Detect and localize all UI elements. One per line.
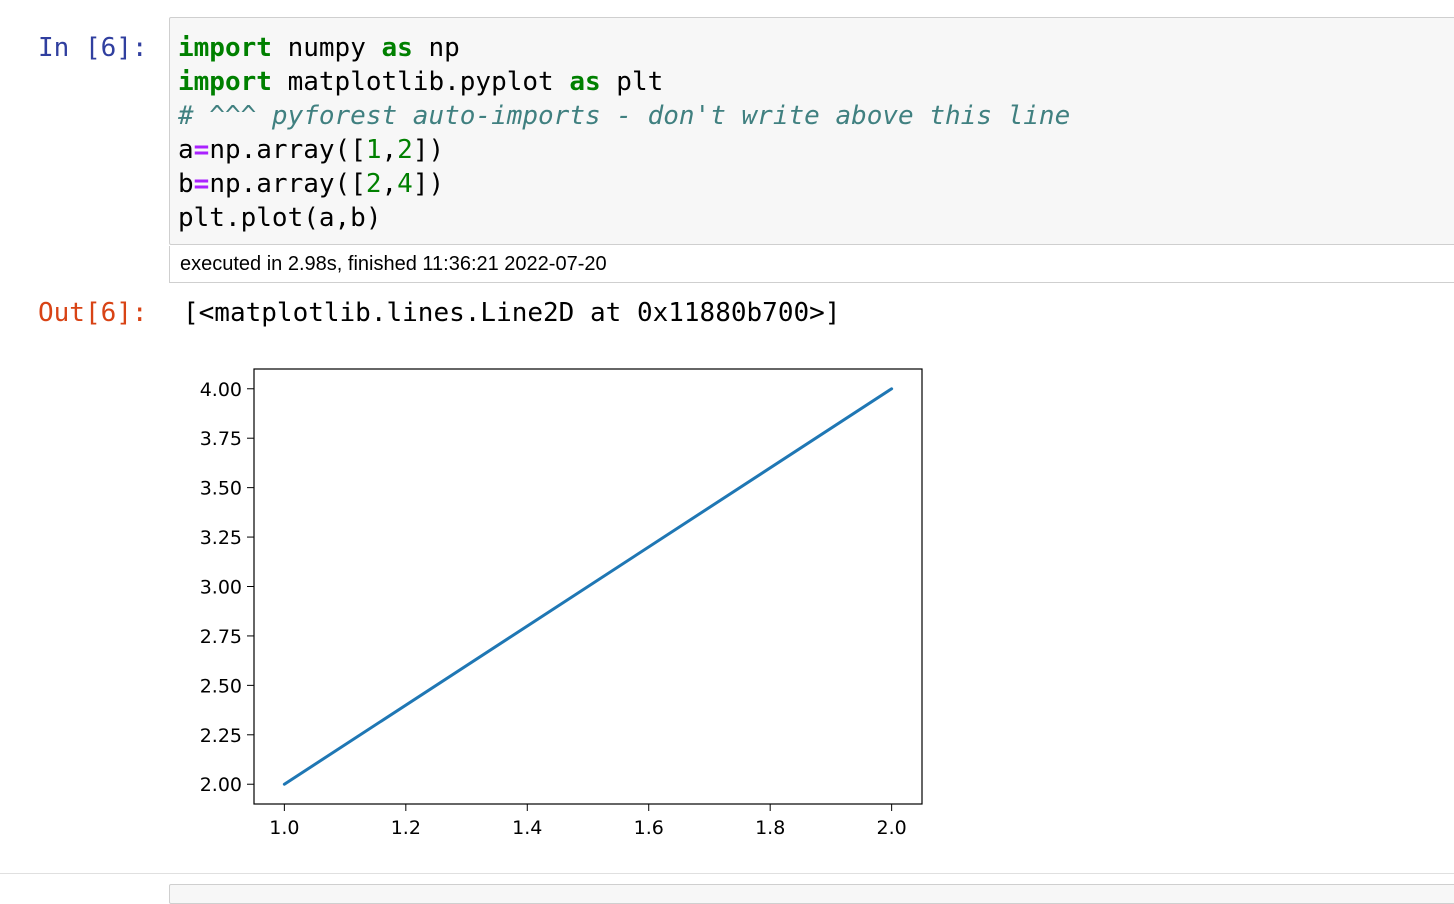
output-text: [<matplotlib.lines.Line2D at 0x11880b700… [183, 298, 841, 328]
code-input-area[interactable]: import numpy as np import matplotlib.pyp… [169, 17, 1454, 245]
y-tick-label: 3.00 [200, 577, 242, 599]
code-token: as [381, 33, 413, 63]
code-token: a [178, 135, 194, 165]
code-token: import [178, 33, 272, 63]
in-prompt: In [6]: [38, 33, 148, 63]
code-token: as [569, 67, 601, 97]
code-line: a=np.array([1,2]) [178, 135, 444, 165]
execution-info-bar: executed in 2.98s, finished 11:36:21 202… [169, 246, 1454, 283]
series-line [282, 387, 894, 786]
code-editor[interactable]: import numpy as np import matplotlib.pyp… [178, 31, 1070, 235]
code-token: plt [600, 67, 664, 97]
code-token: plt.plot(a,b) [178, 203, 382, 233]
y-tick-label: 3.75 [200, 428, 242, 450]
y-tick-label: 4.00 [200, 379, 242, 401]
code-token: 2 [397, 135, 413, 165]
code-token: np.array([ [209, 169, 366, 199]
code-token: numpy [271, 33, 382, 63]
code-token: import [178, 67, 272, 97]
code-token: = [193, 135, 210, 165]
next-cell-input[interactable] [169, 884, 1454, 904]
x-tick-label: 1.2 [391, 817, 421, 839]
code-line: # ^^^ pyforest auto-imports - don't writ… [178, 101, 1070, 131]
y-tick-label: 2.50 [200, 675, 242, 697]
y-tick-label: 2.25 [200, 725, 242, 747]
x-tick-label: 1.6 [634, 817, 664, 839]
code-line: plt.plot(a,b) [178, 203, 382, 233]
y-tick-label: 3.50 [200, 478, 242, 500]
code-token: , [381, 135, 398, 165]
code-token: np.array([ [209, 135, 366, 165]
x-tick-label: 1.0 [269, 817, 299, 839]
y-tick-label: 3.25 [200, 527, 242, 549]
code-token: 1 [365, 135, 382, 165]
y-tick-label: 2.75 [200, 626, 242, 648]
x-tick-label: 1.4 [512, 817, 542, 839]
code-token: b [178, 169, 194, 199]
code-token: # ^^^ pyforest auto-imports - don't writ… [178, 101, 1071, 131]
cell-divider [0, 873, 1454, 874]
execution-info-text: executed in 2.98s, finished 11:36:21 202… [180, 253, 607, 275]
code-token: ]) [412, 169, 445, 199]
code-token: 2 [365, 169, 382, 199]
y-tick-label: 2.00 [200, 774, 242, 796]
code-line: b=np.array([2,4]) [178, 169, 444, 199]
code-token: 4 [397, 169, 413, 199]
code-line: import numpy as np [178, 33, 460, 63]
code-token: , [381, 169, 398, 199]
code-token: matplotlib.pyplot [271, 67, 570, 97]
x-tick-label: 2.0 [877, 817, 907, 839]
code-token: np [412, 33, 460, 63]
x-tick-label: 1.8 [755, 817, 785, 839]
code-line: import matplotlib.pyplot as plt [178, 67, 663, 97]
out-prompt: Out[6]: [38, 298, 148, 328]
line-plot: 1.0 1.2 1.4 1.6 1.8 2.0 2.00 2.25 2.50 2.75 3.00 3.… [200, 368, 923, 839]
code-token: ]) [412, 135, 445, 165]
code-token: = [193, 169, 210, 199]
